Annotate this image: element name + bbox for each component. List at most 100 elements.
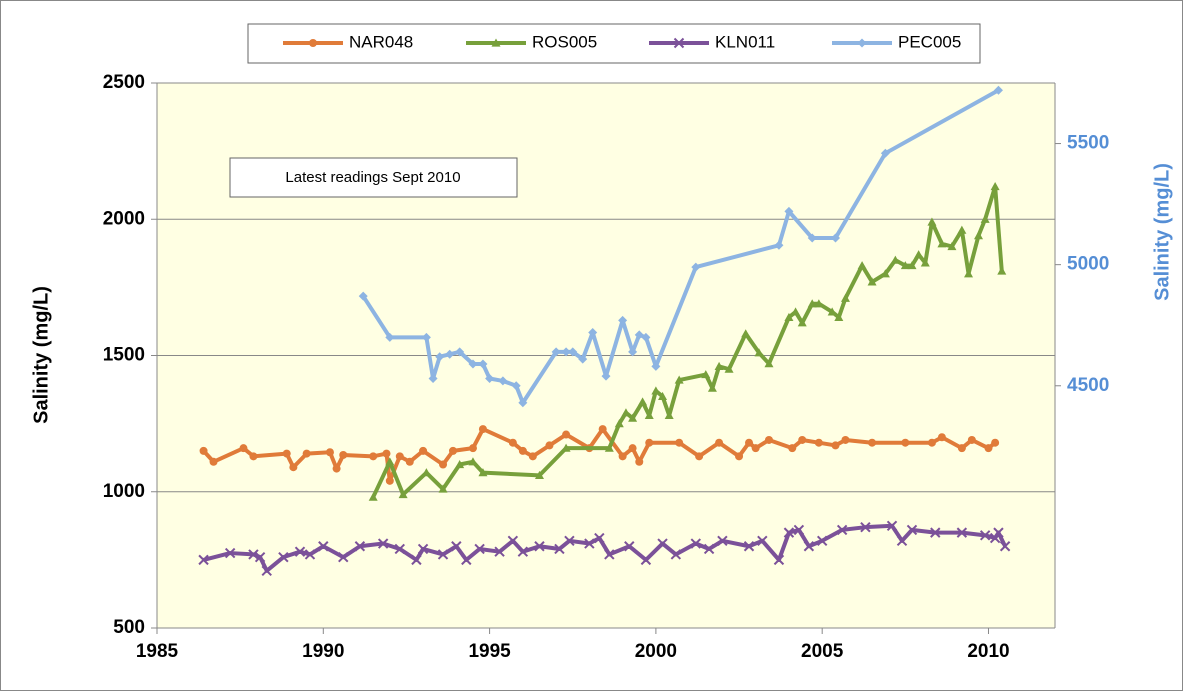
data-point	[896, 535, 908, 547]
data-point	[455, 460, 465, 469]
data-point	[568, 347, 578, 357]
data-point	[377, 538, 389, 549]
data-point	[814, 438, 823, 447]
data-point	[562, 430, 571, 439]
data-point	[254, 551, 266, 563]
data-point	[382, 449, 391, 458]
data-point	[857, 261, 867, 270]
y-tick-label: 500	[113, 617, 145, 638]
legend-marker	[309, 39, 317, 47]
data-point	[816, 535, 828, 547]
legend-label: ROS005	[532, 32, 597, 51]
data-point	[670, 549, 682, 560]
data-point	[332, 464, 341, 473]
data-point	[658, 391, 668, 400]
data-point	[261, 565, 272, 576]
data-point	[385, 457, 395, 466]
data-point	[930, 527, 941, 538]
data-point	[478, 468, 488, 477]
data-point	[621, 408, 631, 417]
data-point	[791, 307, 801, 316]
data-point	[880, 148, 890, 158]
data-point	[644, 410, 654, 420]
data-point	[507, 535, 519, 547]
data-point	[325, 448, 334, 457]
data-point	[867, 277, 877, 286]
data-point	[900, 261, 910, 270]
data-point	[628, 444, 637, 453]
data-point	[338, 551, 349, 563]
data-point	[449, 446, 458, 455]
data-point	[989, 532, 1001, 544]
data-point	[239, 444, 248, 453]
data-point	[798, 435, 807, 444]
data-point	[741, 329, 751, 338]
data-point	[674, 375, 684, 384]
data-point	[990, 182, 1000, 191]
data-point	[601, 371, 611, 381]
data-point	[474, 543, 485, 555]
data-point	[417, 543, 429, 555]
data-point	[419, 446, 428, 455]
data-point	[743, 541, 755, 552]
data-point	[451, 541, 462, 552]
data-point	[554, 543, 565, 555]
y2-tick-label: 5000	[1067, 254, 1109, 275]
data-point	[831, 441, 840, 450]
data-point	[604, 549, 615, 560]
x-tick-label: 2010	[967, 641, 1009, 662]
data-point	[534, 541, 545, 552]
data-point	[494, 546, 505, 557]
data-point	[528, 452, 537, 461]
data-point	[757, 535, 768, 547]
data-point	[797, 318, 807, 327]
data-point	[304, 549, 316, 560]
data-point	[964, 269, 974, 278]
data-point	[248, 549, 259, 560]
data-point	[999, 541, 1011, 552]
data-point	[937, 433, 946, 442]
data-point	[920, 258, 930, 267]
data-point	[830, 233, 840, 243]
annotation: Latest readings Sept 2010	[285, 169, 460, 186]
data-point	[793, 524, 805, 536]
data-point	[198, 554, 209, 566]
data-point	[703, 543, 715, 555]
data-point	[638, 397, 648, 406]
data-point	[455, 347, 465, 357]
annotation-box	[229, 157, 518, 198]
data-point	[578, 354, 588, 364]
data-point	[511, 381, 521, 391]
x-tick-label: 1990	[302, 641, 344, 662]
data-point	[691, 262, 701, 272]
data-point	[784, 206, 794, 216]
x-tick-label: 2005	[801, 641, 844, 662]
data-point	[302, 449, 311, 458]
data-point	[249, 452, 258, 461]
data-point	[803, 541, 815, 552]
data-point	[224, 547, 236, 559]
data-point	[478, 359, 488, 369]
data-point	[657, 538, 668, 549]
data-point	[993, 527, 1004, 538]
data-point	[517, 546, 529, 557]
data-point	[294, 546, 306, 557]
data-point	[551, 347, 561, 357]
legend-label: PEC005	[898, 32, 961, 51]
legend-marker	[491, 38, 501, 47]
data-point	[518, 398, 528, 408]
data-point	[564, 535, 575, 547]
data-point	[618, 315, 628, 325]
data-point	[394, 543, 406, 555]
legend-marker	[673, 37, 685, 49]
data-point	[984, 444, 993, 453]
y-tick-label: 1500	[103, 345, 145, 366]
data-point	[937, 239, 947, 248]
data-point	[318, 541, 329, 552]
data-point	[807, 233, 817, 243]
data-point	[594, 532, 605, 544]
data-point	[690, 538, 702, 549]
data-point	[906, 524, 918, 536]
data-point	[651, 361, 661, 371]
